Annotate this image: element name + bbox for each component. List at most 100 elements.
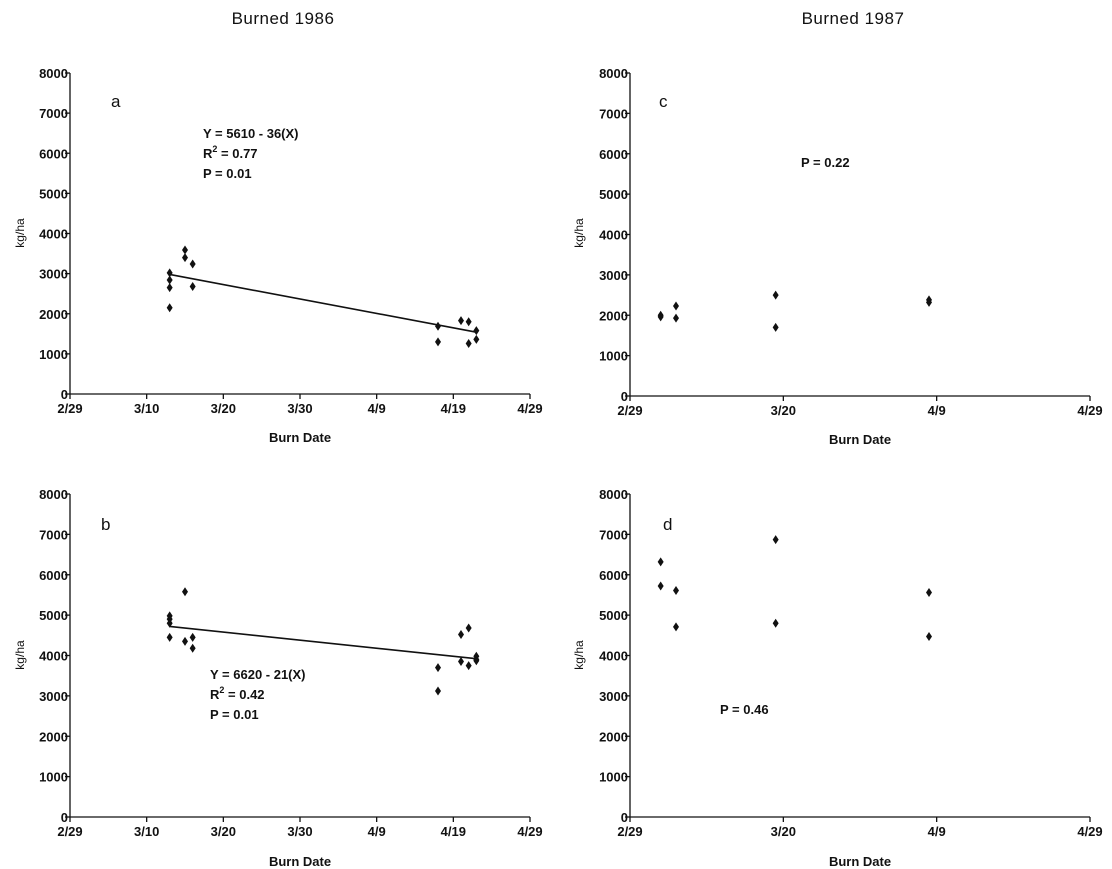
data-point xyxy=(772,618,779,628)
annotation: Y = 5610 - 36(X) xyxy=(203,126,299,141)
y-tick-label: 4000 xyxy=(599,649,628,664)
panel-b: 0 1000 2000 3000 4000 5000 6000 7000 8000 2/29 3/1… xyxy=(13,487,543,869)
x-tick-label: 3/20 xyxy=(211,401,236,416)
regression-line xyxy=(169,625,477,660)
data-point xyxy=(166,283,173,293)
y-tick-label: 8000 xyxy=(39,487,68,502)
y-tick-label: 6000 xyxy=(39,568,68,583)
data-point xyxy=(166,275,173,285)
data-point xyxy=(926,632,932,642)
panel-letter: b xyxy=(101,515,110,534)
data-point xyxy=(465,623,472,633)
y-tick-label: 7000 xyxy=(599,106,628,121)
data-point xyxy=(657,312,664,322)
y-tick-label: 6000 xyxy=(599,147,628,162)
y-tick-label: 8000 xyxy=(599,66,628,81)
data-point xyxy=(435,686,441,696)
data-point xyxy=(189,632,196,642)
x-tick-label: 4/19 xyxy=(441,401,466,416)
y-tick-label: 3000 xyxy=(599,689,628,704)
x-tick-label: 3/20 xyxy=(771,824,796,839)
y-tick-label: 5000 xyxy=(39,186,68,201)
regression-line xyxy=(169,273,477,333)
x-tick-label: 4/29 xyxy=(1077,824,1102,839)
x-tick-label: 3/20 xyxy=(771,403,796,418)
y-tick-label: 0 xyxy=(61,810,68,825)
annotation: P = 0.46 xyxy=(720,702,769,717)
y-axis-label: kg/ha xyxy=(572,218,586,248)
panel-a: 0 1000 2000 3000 4000 5000 6000 7000 8000 2/29 3/1… xyxy=(13,66,543,445)
x-axis-label: Burn Date xyxy=(269,854,331,869)
data-point xyxy=(189,643,196,653)
y-tick-label: 7000 xyxy=(39,106,68,121)
data-point xyxy=(189,281,196,291)
y-tick-label: 3000 xyxy=(39,689,68,704)
annotation: P = 0.01 xyxy=(203,166,252,181)
panel-d: 0 1000 2000 3000 4000 5000 6000 7000 8000 2/29 3/2… xyxy=(572,487,1103,869)
data-point xyxy=(926,297,932,307)
annotation: Y = 6620 - 21(X) xyxy=(210,667,306,682)
y-tick-label: 1000 xyxy=(599,770,628,785)
y-tick-label: 4000 xyxy=(39,649,68,664)
x-tick-label: 4/9 xyxy=(368,824,386,839)
data-point xyxy=(166,618,173,628)
data-point xyxy=(473,334,480,344)
data-point xyxy=(772,290,779,300)
y-tick-label: 1000 xyxy=(599,349,628,364)
data-point xyxy=(673,585,679,595)
y-tick-label: 0 xyxy=(621,389,628,404)
data-point xyxy=(166,268,173,278)
data-point xyxy=(772,535,779,545)
y-tick-label: 8000 xyxy=(599,487,628,502)
x-axis-label: Burn Date xyxy=(829,854,891,869)
y-tick-label: 6000 xyxy=(599,568,628,583)
x-tick-label: 4/9 xyxy=(368,401,386,416)
y-tick-label: 2000 xyxy=(39,307,68,322)
data-point xyxy=(465,317,472,327)
column-title-1987: Burned 1987 xyxy=(802,9,905,28)
y-tick-label: 5000 xyxy=(39,608,68,623)
y-tick-label: 8000 xyxy=(39,66,68,81)
data-point xyxy=(182,253,188,263)
x-tick-label: 4/19 xyxy=(441,824,466,839)
y-tick-label: 3000 xyxy=(39,267,68,282)
data-point xyxy=(673,622,679,632)
data-point xyxy=(657,557,664,567)
x-tick-label: 4/9 xyxy=(928,403,946,418)
data-point xyxy=(435,663,441,673)
data-point xyxy=(458,630,464,640)
x-tick-label: 4/29 xyxy=(517,824,542,839)
x-axis-label: Burn Date xyxy=(829,432,891,447)
x-tick-label: 3/10 xyxy=(134,824,159,839)
y-axis-label: kg/ha xyxy=(572,640,586,670)
data-point xyxy=(435,321,441,331)
data-point xyxy=(189,259,196,269)
y-axis-label: kg/ha xyxy=(13,218,27,248)
data-point xyxy=(182,245,188,255)
data-point xyxy=(772,322,779,332)
x-tick-label: 3/30 xyxy=(287,824,312,839)
data-point xyxy=(458,657,464,667)
y-tick-label: 1000 xyxy=(39,770,68,785)
column-title-1986: Burned 1986 xyxy=(232,9,335,28)
data-point xyxy=(166,303,173,313)
panel-c: 0 1000 2000 3000 4000 5000 6000 7000 8000 2/29 3/2… xyxy=(572,66,1103,447)
y-tick-label: 1000 xyxy=(39,347,68,362)
y-axis-label: kg/ha xyxy=(13,640,27,670)
x-tick-label: 3/20 xyxy=(211,824,236,839)
x-tick-label: 4/9 xyxy=(928,824,946,839)
x-tick-label: 3/10 xyxy=(134,401,159,416)
x-tick-label: 4/29 xyxy=(517,401,542,416)
data-point xyxy=(473,326,480,336)
annotation: R2 = 0.42 xyxy=(210,685,265,702)
y-tick-label: 5000 xyxy=(599,608,628,623)
y-tick-label: 5000 xyxy=(599,187,628,202)
y-tick-label: 7000 xyxy=(599,527,628,542)
annotation: P = 0.01 xyxy=(210,707,259,722)
data-point xyxy=(435,337,441,347)
y-tick-label: 2000 xyxy=(39,729,68,744)
data-point xyxy=(182,587,188,597)
x-tick-label: 2/29 xyxy=(57,824,82,839)
y-tick-label: 4000 xyxy=(599,228,628,243)
